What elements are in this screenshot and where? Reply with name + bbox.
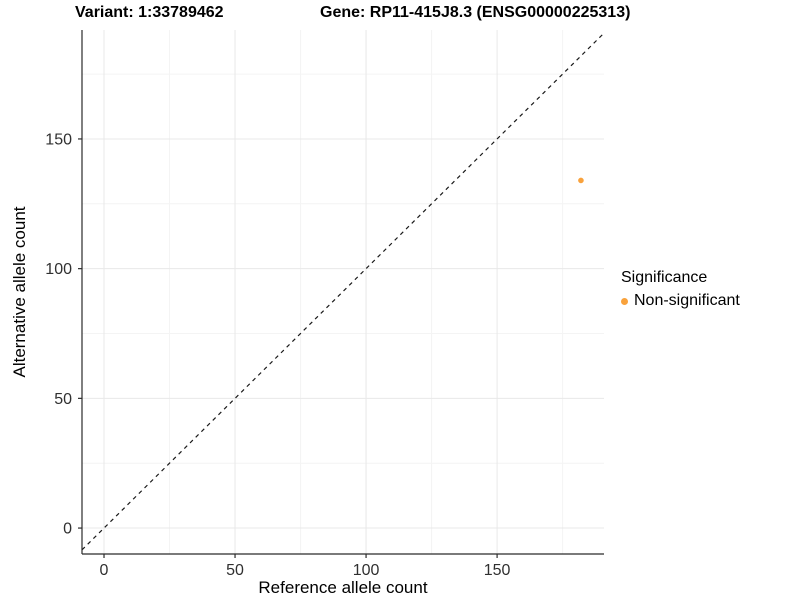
identity-line [81,32,605,551]
x-tick-label: 150 [484,562,511,579]
legend-point-icon [621,297,628,305]
data-point [578,177,584,184]
y-tick-label: 50 [54,391,72,408]
gene-title: Gene: RP11-415J8.3 (ENSG00000225313) [320,4,631,21]
x-tick-label: 50 [226,562,244,579]
legend-title: Significance [621,269,708,286]
y-tick-label: 150 [45,131,72,148]
legend-item-label: Non-significant [634,292,740,309]
x-tick-label: 0 [100,562,109,579]
legend-item-non-significant: Non-significant [621,292,740,310]
y-tick-label: 100 [45,261,72,278]
variant-title: Variant: 1:33789462 [75,4,224,21]
y-tick-label: 0 [63,521,72,538]
legend: Significance Non-significant [621,269,740,310]
x-axis-title: Reference allele count [258,578,428,597]
x-tick-label: 100 [353,562,380,579]
